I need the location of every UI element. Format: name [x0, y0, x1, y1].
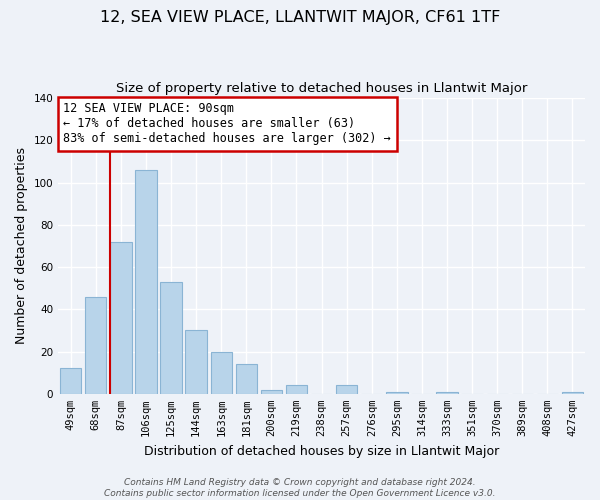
Bar — [286, 386, 307, 394]
Title: Size of property relative to detached houses in Llantwit Major: Size of property relative to detached ho… — [116, 82, 527, 96]
Bar — [211, 352, 232, 394]
Bar — [386, 392, 407, 394]
Y-axis label: Number of detached properties: Number of detached properties — [15, 148, 28, 344]
Bar — [136, 170, 157, 394]
Bar — [85, 296, 106, 394]
Bar — [185, 330, 207, 394]
Bar — [436, 392, 458, 394]
Text: Contains HM Land Registry data © Crown copyright and database right 2024.
Contai: Contains HM Land Registry data © Crown c… — [104, 478, 496, 498]
Bar — [236, 364, 257, 394]
Bar — [110, 242, 131, 394]
Bar — [160, 282, 182, 394]
Text: 12, SEA VIEW PLACE, LLANTWIT MAJOR, CF61 1TF: 12, SEA VIEW PLACE, LLANTWIT MAJOR, CF61… — [100, 10, 500, 25]
X-axis label: Distribution of detached houses by size in Llantwit Major: Distribution of detached houses by size … — [144, 444, 499, 458]
Bar — [336, 386, 358, 394]
Text: 12 SEA VIEW PLACE: 90sqm
← 17% of detached houses are smaller (63)
83% of semi-d: 12 SEA VIEW PLACE: 90sqm ← 17% of detach… — [64, 102, 391, 146]
Bar — [562, 392, 583, 394]
Bar — [60, 368, 82, 394]
Bar — [261, 390, 282, 394]
